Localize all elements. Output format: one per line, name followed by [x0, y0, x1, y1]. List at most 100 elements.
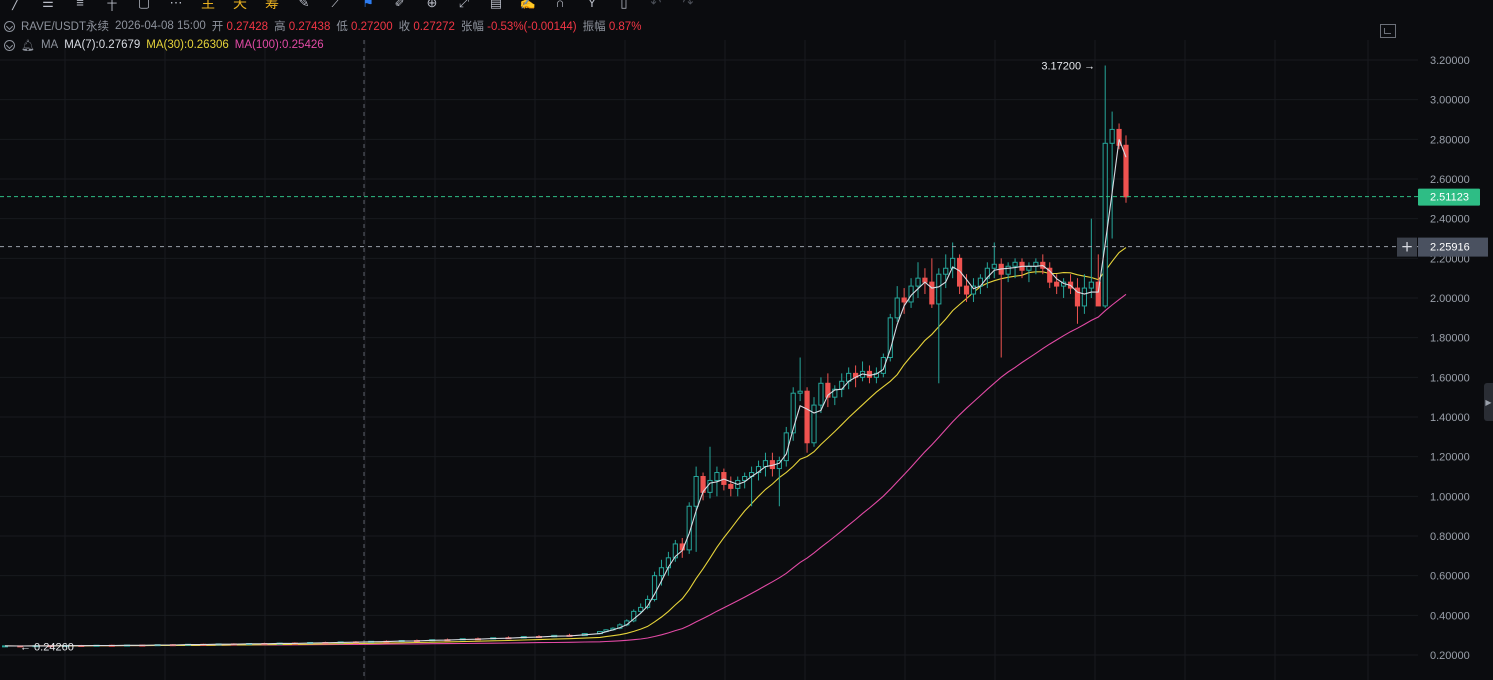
- ma7-value: MA(7):0.27679: [64, 39, 141, 51]
- edit-icon[interactable]: ✎: [298, 0, 310, 10]
- candle-body: [776, 460, 782, 470]
- calendar-icon[interactable]: ▤: [489, 0, 503, 10]
- price-axis-tick: 2.80000: [1430, 134, 1470, 146]
- price-axis-tick: 0.60000: [1430, 571, 1470, 583]
- close-label: 收: [398, 21, 411, 33]
- candle-body: [797, 390, 803, 394]
- plus-icon: +: [1401, 238, 1414, 256]
- ma30-path: [4, 247, 1127, 647]
- ma30-value: MA(30):0.26306: [146, 39, 229, 51]
- bookmark-icon[interactable]: ⚑: [362, 0, 374, 10]
- candle-body: [1074, 287, 1081, 307]
- ruler-icon[interactable]: ⟋: [331, 0, 341, 10]
- candle-body: [1109, 128, 1115, 144]
- candle-body: [991, 263, 997, 269]
- trend-line-icon[interactable]: ╱: [12, 0, 20, 10]
- candle-body: [1095, 281, 1101, 307]
- crosshair-price-tag: [1418, 237, 1488, 257]
- zoom-icon[interactable]: ⊕: [426, 0, 438, 10]
- candle-body: [693, 476, 699, 507]
- candle-body: [970, 285, 977, 295]
- ohlc-info: RAVE/USDT永续 2026-04-08 15:00 开 0.27428 高…: [4, 18, 641, 34]
- candle-body: [728, 483, 734, 489]
- price-axis-tick: 0.80000: [1430, 531, 1470, 543]
- price-axis-tick: 0.20000: [1430, 650, 1470, 662]
- candle-body: [651, 575, 658, 600]
- rectangle-icon[interactable]: ▢: [137, 0, 151, 10]
- last-price-tag: [1418, 188, 1480, 206]
- crosshair-price-value: 2.25916: [1430, 242, 1470, 254]
- change-value: -0.53%(-0.00144): [487, 21, 577, 33]
- magnet-icon[interactable]: ∩: [555, 0, 565, 10]
- candle-body: [1116, 128, 1122, 146]
- indicator-collapse-icon[interactable]: [4, 39, 15, 51]
- last-price-value: 2.51123: [1430, 192, 1469, 204]
- candle-body: [707, 479, 713, 493]
- price-axis-tick: 0.40000: [1430, 610, 1470, 622]
- ma30-line: [4, 247, 1127, 647]
- ma7-line: [4, 139, 1127, 647]
- candle-body: [832, 388, 838, 398]
- candle-body: [762, 460, 769, 468]
- candle-body: [631, 610, 637, 622]
- candle-body: [714, 472, 720, 481]
- candle-body: [742, 476, 748, 481]
- indicator-name[interactable]: MA: [40, 39, 59, 51]
- candle-body: [658, 567, 665, 577]
- ma7-path: [4, 139, 1127, 647]
- candle-body: [638, 606, 644, 612]
- price-axis-tick: 2.00000: [1430, 293, 1470, 305]
- low-label: 低: [336, 21, 348, 33]
- collapse-icon[interactable]: [4, 20, 15, 32]
- candle-body: [894, 297, 900, 319]
- measure-icon[interactable]: ⤢: [458, 0, 470, 10]
- symbol-label: RAVE/USDT永续: [21, 21, 109, 33]
- redo-icon[interactable]: ↷: [682, 0, 694, 10]
- candle-body: [957, 257, 963, 287]
- fullscreen-icon[interactable]: [1380, 24, 1396, 38]
- parallel-lines-icon[interactable]: ≡: [76, 0, 84, 10]
- daily-button[interactable]: 天: [233, 0, 247, 11]
- price-overlays: 3.17200 → ← 0.24260: [0, 61, 1418, 654]
- undo-icon[interactable]: ↶: [650, 0, 662, 10]
- price-axis-tick: 1.60000: [1430, 372, 1470, 384]
- pen-icon[interactable]: ✐: [394, 0, 406, 10]
- ma100-line: [4, 293, 1127, 647]
- low-price-marker: ← 0.24260: [20, 642, 74, 654]
- ray-icon[interactable]: ┼: [107, 0, 117, 10]
- candle-body: [866, 370, 873, 378]
- amplitude-value: 0.87%: [608, 21, 642, 33]
- change-label: 张幅: [460, 21, 484, 33]
- candle-body: [929, 281, 935, 305]
- close-value: 0.27272: [413, 21, 455, 33]
- price-axis-tick: 1.80000: [1430, 333, 1470, 345]
- candle-body: [1123, 144, 1129, 198]
- open-value: 0.27428: [226, 21, 269, 33]
- ma-indicator-row: 🔔︎ MA MA(7):0.27679 MA(30):0.26306 MA(10…: [4, 37, 324, 53]
- low-value: 0.27200: [351, 21, 393, 33]
- candle-body: [1026, 265, 1032, 271]
- candle-body: [1054, 281, 1060, 287]
- candle-body: [1081, 287, 1088, 307]
- candle-body: [943, 267, 949, 275]
- price-axis-tick: 1.20000: [1430, 452, 1470, 464]
- candle-body: [1102, 142, 1108, 307]
- horizontal-lines-icon[interactable]: ☰: [42, 0, 54, 10]
- chip-button[interactable]: 筹: [265, 0, 279, 11]
- main-chart-button[interactable]: 主: [201, 0, 215, 11]
- high-price-marker: 3.17200 →: [1041, 61, 1095, 73]
- add-alert-button: [1397, 237, 1417, 257]
- alert-bell-icon[interactable]: 🔔︎: [21, 39, 35, 52]
- candle-body: [1088, 281, 1094, 289]
- side-panel-toggle-icon[interactable]: ▶: [1484, 383, 1493, 421]
- fork-icon[interactable]: Y: [587, 0, 597, 10]
- candle-body: [811, 404, 817, 444]
- price-axis-tick: 1.40000: [1430, 412, 1470, 424]
- more-icon[interactable]: ⋯: [169, 0, 183, 10]
- trash-icon[interactable]: ▯: [620, 0, 628, 10]
- candle-body: [825, 382, 831, 398]
- candle-body: [880, 357, 886, 374]
- candle-body: [963, 285, 970, 295]
- brush-icon[interactable]: ✍: [519, 0, 537, 10]
